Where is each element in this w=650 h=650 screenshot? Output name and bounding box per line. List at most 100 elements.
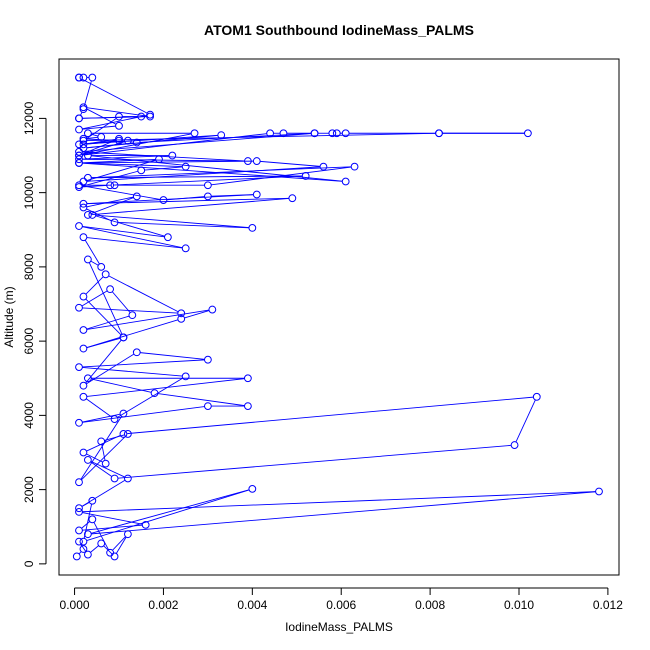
x-tick-label: 0.012 (593, 598, 623, 612)
series-line-segment (81, 78, 148, 114)
series-line-segment (81, 436, 126, 481)
data-point (106, 285, 115, 294)
data-point (595, 487, 603, 496)
data-point (523, 129, 532, 138)
data-point (203, 355, 212, 364)
data-point (159, 196, 168, 204)
y-axis: 0 2000 4000 6000 8000 10000 12000 (22, 101, 47, 567)
data-point (266, 129, 275, 138)
series-line-segment (86, 136, 98, 139)
data-point (181, 244, 190, 253)
data-point (97, 133, 106, 141)
data-point (150, 389, 159, 398)
data-point (83, 255, 92, 264)
data-point (88, 496, 97, 505)
series-line-segment (86, 309, 210, 330)
series-line-segment (515, 399, 536, 443)
data-point (310, 129, 319, 138)
data-point (123, 136, 132, 145)
series-line-segment (83, 80, 92, 106)
data-point (123, 430, 132, 438)
data-point (79, 392, 88, 401)
series-line-segment (90, 460, 125, 478)
series-line-segment (82, 226, 183, 249)
data-point (97, 539, 106, 548)
data-point (115, 121, 123, 130)
data-point (532, 392, 541, 401)
series-line-segment (86, 378, 245, 397)
series-line-segment (83, 503, 93, 539)
data-point (203, 402, 212, 410)
series-line-segment (82, 359, 205, 368)
data-point (106, 548, 115, 557)
y-tick-label: 6000 (22, 327, 36, 354)
series-line-segment (82, 366, 183, 377)
series-line-segment (260, 160, 321, 167)
data-point (75, 125, 83, 134)
series-line-segment (78, 551, 82, 555)
series-line-segment (82, 406, 205, 423)
data-point (141, 520, 150, 529)
data-point (79, 326, 88, 334)
series-line-segment (108, 275, 179, 313)
series-line-segment (91, 489, 250, 534)
series-line-segment (86, 489, 250, 542)
x-tick-label: 0.000 (60, 598, 90, 612)
series-line-segment (104, 434, 125, 441)
data-point (110, 474, 119, 483)
data-point (243, 402, 252, 410)
data-point (101, 270, 110, 279)
data-point (137, 166, 146, 175)
data-point (119, 409, 128, 418)
x-tick-label: 0.008 (415, 598, 445, 612)
series-line-segment (117, 377, 183, 418)
data-point (83, 151, 92, 160)
data-point (75, 159, 83, 167)
data-point (79, 199, 88, 208)
series-line-segment (82, 160, 254, 164)
series-line-segment (86, 132, 436, 142)
data-point (119, 430, 128, 438)
x-axis: 0.000 0.002 0.004 0.006 0.008 0.010 0.012 (60, 587, 623, 612)
x-tick-label: 0.004 (237, 598, 267, 612)
series-line-segment (111, 291, 131, 313)
series-line-segment (82, 158, 245, 162)
series-line-segment (82, 162, 343, 182)
y-tick-label: 2000 (22, 476, 36, 503)
data-point (83, 550, 92, 559)
y-tick-label: 4000 (22, 402, 36, 429)
series-line-segment (82, 307, 178, 314)
data-point (217, 131, 226, 140)
series-line-segment (86, 159, 156, 181)
data-point (132, 138, 141, 147)
data-point (435, 129, 443, 138)
data-point (128, 311, 137, 320)
data-point (177, 314, 186, 323)
series-line-segment (82, 125, 116, 130)
data-point (288, 194, 297, 203)
series-line-segment (81, 521, 91, 529)
plot-frame (58, 58, 620, 576)
series-line-segment (85, 398, 113, 418)
series-line-segment (101, 444, 106, 461)
data-point (181, 162, 190, 171)
data-point (115, 112, 123, 121)
series-line-segment (90, 461, 113, 477)
data-point (79, 292, 88, 301)
x-axis-label: IodineMass_PALMS (285, 620, 393, 634)
data-point (79, 448, 88, 457)
data-point (301, 172, 310, 180)
data-point (88, 73, 97, 82)
series-line-segment (82, 151, 245, 162)
y-tick-label: 10000 (22, 176, 36, 210)
data-point (79, 73, 88, 82)
series-line-segment (82, 170, 139, 187)
data-point (79, 344, 88, 353)
series-line-segment (82, 114, 147, 130)
chart-title: ATOM1 Southbound IodineMass_PALMS (204, 22, 474, 38)
data-point (110, 181, 119, 190)
series-line-segment (115, 536, 127, 554)
series-line-segment (82, 184, 107, 188)
series-line-segment (85, 298, 122, 336)
